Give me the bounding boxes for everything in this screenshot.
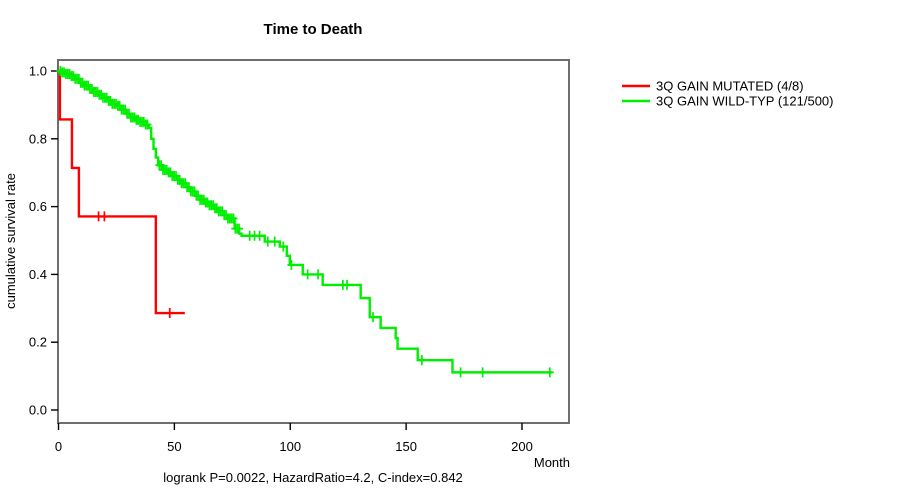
x-axis-ticks: 0 50 100 150 200 [55, 423, 533, 454]
y-tick-label: 0.6 [29, 199, 47, 214]
x-axis-label: Month [534, 455, 570, 470]
x-tick-label: 150 [395, 439, 417, 454]
y-axis-ticks: 0.0 0.2 0.4 0.6 0.8 1.0 [29, 64, 58, 418]
censor-marks [56, 66, 554, 378]
survival-curves [56, 66, 554, 378]
y-tick-label: 0.0 [29, 403, 47, 418]
chart-title: Time to Death [264, 21, 363, 38]
x-tick-label: 0 [55, 439, 62, 454]
x-tick-label: 50 [167, 439, 181, 454]
plot-box [57, 59, 570, 424]
y-axis-label: cumulative survival rate [3, 173, 18, 309]
y-tick-label: 0.4 [29, 267, 47, 282]
stats-annotation: logrank P=0.0022, HazardRatio=4.2, C-ind… [163, 470, 463, 485]
x-tick-label: 200 [511, 439, 533, 454]
y-tick-label: 0.8 [29, 131, 47, 146]
legend-label-mutated: 3Q GAIN MUTATED (4/8) [656, 79, 804, 94]
km-curve [58, 69, 185, 315]
legend: 3Q GAIN MUTATED (4/8) 3Q GAIN WILD-TYP (… [622, 79, 834, 109]
x-tick-label: 100 [279, 439, 301, 454]
y-tick-label: 1.0 [29, 64, 47, 79]
censor-marks [94, 211, 174, 319]
legend-label-wildtype: 3Q GAIN WILD-TYP (121/500) [656, 94, 834, 109]
y-tick-label: 0.2 [29, 335, 47, 350]
